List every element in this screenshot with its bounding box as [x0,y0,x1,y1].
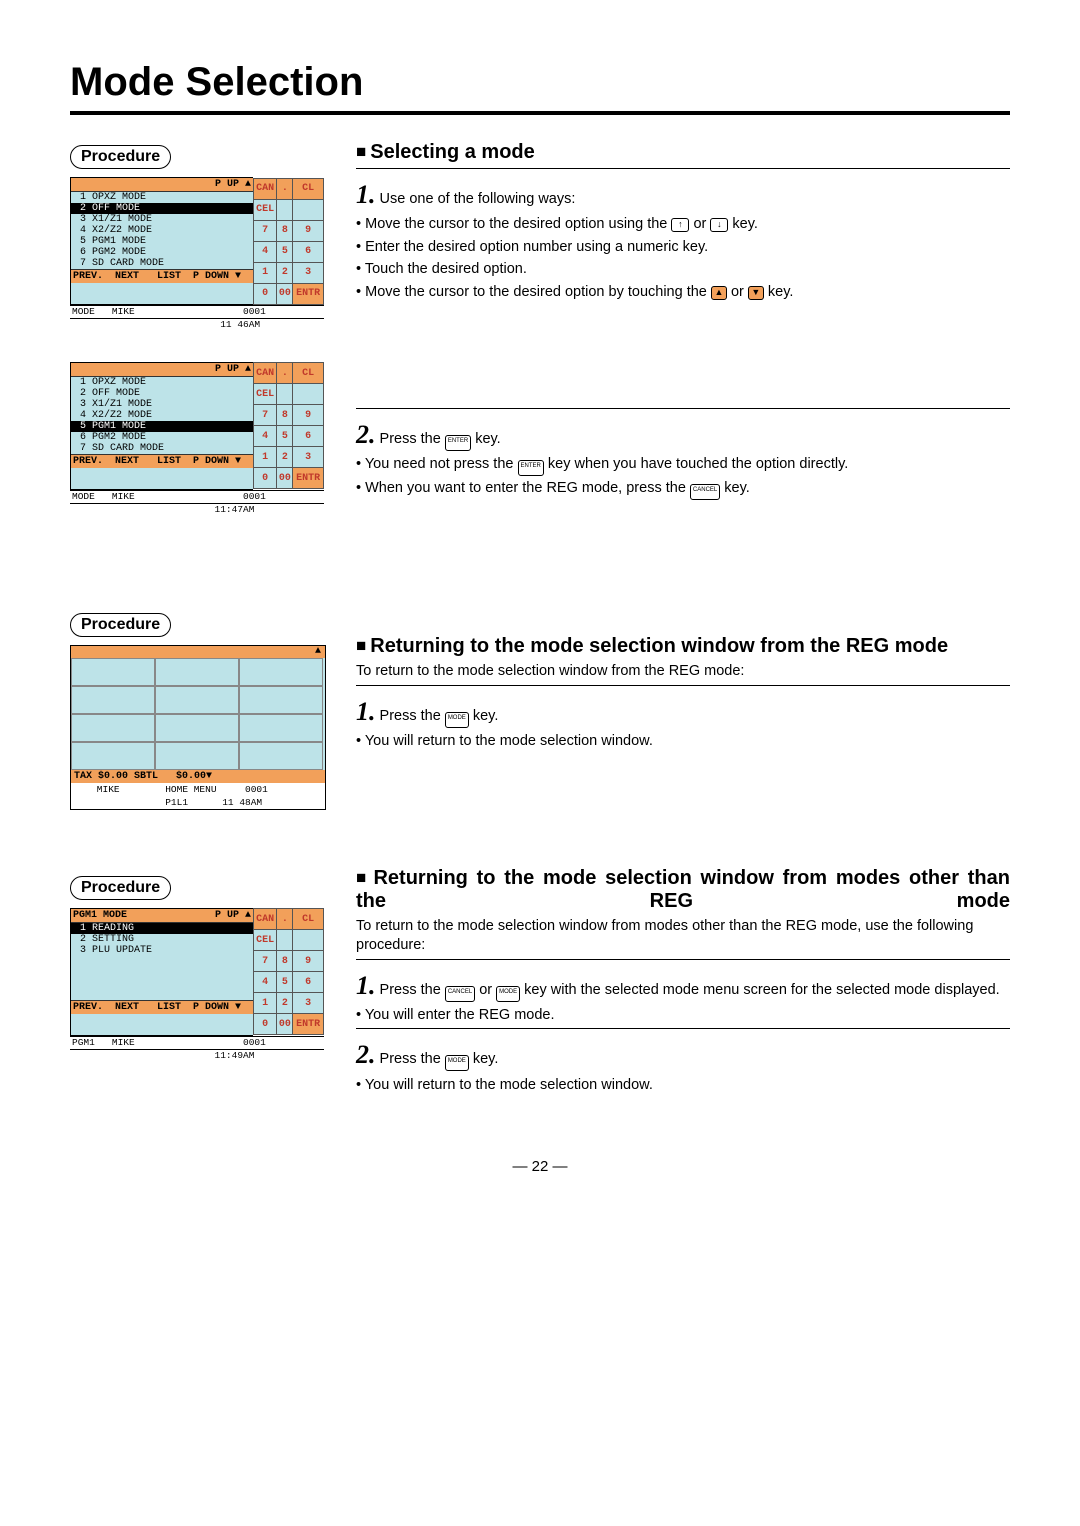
list-item: 3 PLU UPDATE [71,945,253,956]
s2-keypad: CAN.CLCEL789456123000ENTR [253,362,324,489]
section2-intro: To return to the mode selection window f… [356,662,1010,682]
list-item: 1 READING [71,923,253,934]
s4-footer: PREV. NEXT LIST P DOWN ▼ [71,1000,253,1014]
tri-down-icon: ▼ [748,286,764,300]
rule [356,959,1010,960]
list-item: 5 PGM1 MODE [71,236,253,247]
list-item: 3 X1/Z1 MODE [71,214,253,225]
s1-keypad: CAN.CLCEL789456123000ENTR [253,178,324,305]
s3-top: ▲ [71,646,325,658]
rule [356,685,1010,686]
cancel-key-icon: CANCEL [445,986,475,1002]
rule [356,168,1010,169]
list-item: 6 PGM2 MODE [71,247,253,258]
list-item: 7 SD CARD MODE [71,443,253,454]
list-item: 1 OPXZ MODE [71,192,253,203]
s4-keypad: CAN.CLCEL789456123000ENTR [253,908,324,1035]
up-key-icon: ↑ [671,218,689,232]
s4-status1: PGM1 MIKE 0001 [70,1036,324,1049]
s2-header: P UP ▲ [71,363,253,377]
screenshot-4: PGM1 MODEP UP ▲ 1 READING 2 SETTING 3 PL… [70,908,324,1063]
rule [356,408,1010,409]
s2-footer: PREV. NEXT LIST P DOWN ▼ [71,454,253,468]
s3-tax: TAX $0.00 SBTL $0.00▼ [71,770,325,783]
tri-up-icon: ▲ [711,286,727,300]
s1-status2: 11 46AM [70,318,324,331]
section2-body: 1. Press the MODE key. • You will return… [356,694,1010,752]
screenshot-3: ▲ TAX $0.00 SBTL $0.00▼ MIKE HOME MENU 0… [70,645,326,810]
section1-step2: 2. Press the ENTER key. • You need not p… [356,417,1010,500]
screenshot-2: P UP ▲ 1 OPXZ MODE 2 OFF MODE 3 X1/Z1 MO… [70,362,324,517]
list-item: 3 X1/Z1 MODE [71,399,253,410]
list-item: 1 OPXZ MODE [71,377,253,388]
enter-key-icon: ENTER [445,435,471,451]
s2-status2: 11:47AM [70,503,324,516]
mode-key-icon: MODE [445,712,469,728]
list-item: 4 X2/Z2 MODE [71,410,253,421]
list-item: 4 X2/Z2 MODE [71,225,253,236]
s1-footer: PREV. NEXT LIST P DOWN ▼ [71,269,253,283]
list-item: 7 SD CARD MODE [71,258,253,269]
s1-header: P UP ▲ [71,178,253,192]
s4-status2: 11:49AM [70,1049,324,1062]
section3-intro: To return to the mode selection window f… [356,917,1010,956]
list-item: 2 SETTING [71,934,253,945]
section1-body: 1. Use one of the following ways: • Move… [356,177,1010,302]
section3-step1: 1. Press the CANCEL or MODE key with the… [356,968,1010,1026]
enter-key-icon: ENTER [518,460,544,476]
procedure-label-1: Procedure [70,145,171,169]
page-title: Mode Selection [70,60,1010,105]
list-item: 5 PGM1 MODE [71,421,253,432]
mode-key-icon: MODE [496,986,520,1002]
s2-status1: MODE MIKE 0001 [70,490,324,503]
section3-heading: ■Returning to the mode selection window … [356,867,1010,913]
section3-step2: 2. Press the MODE key. • You will return… [356,1037,1010,1095]
list-item: 2 OFF MODE [71,203,253,214]
down-key-icon: ↓ [710,218,728,232]
rule [356,1028,1010,1029]
title-rule [70,111,1010,115]
procedure-label-3: Procedure [70,876,171,900]
section2-heading: ■Returning to the mode selection window … [356,635,1010,658]
s1-status1: MODE MIKE 0001 [70,305,324,318]
mode-key-icon: MODE [445,1055,469,1071]
s4-header: PGM1 MODEP UP ▲ [71,909,253,923]
list-item: 6 PGM2 MODE [71,432,253,443]
cancel-key-icon: CANCEL [690,484,720,500]
section1-heading: ■Selecting a mode [356,141,1010,164]
screenshot-1: P UP ▲ 1 OPXZ MODE 2 OFF MODE 3 X1/Z1 MO… [70,177,324,332]
page-number: — 22 — [70,1158,1010,1175]
s3-status1: MIKE HOME MENU 0001 [71,783,325,796]
list-item: 2 OFF MODE [71,388,253,399]
s3-status2: P1L1 11 48AM [71,796,325,809]
procedure-label-2: Procedure [70,613,171,637]
